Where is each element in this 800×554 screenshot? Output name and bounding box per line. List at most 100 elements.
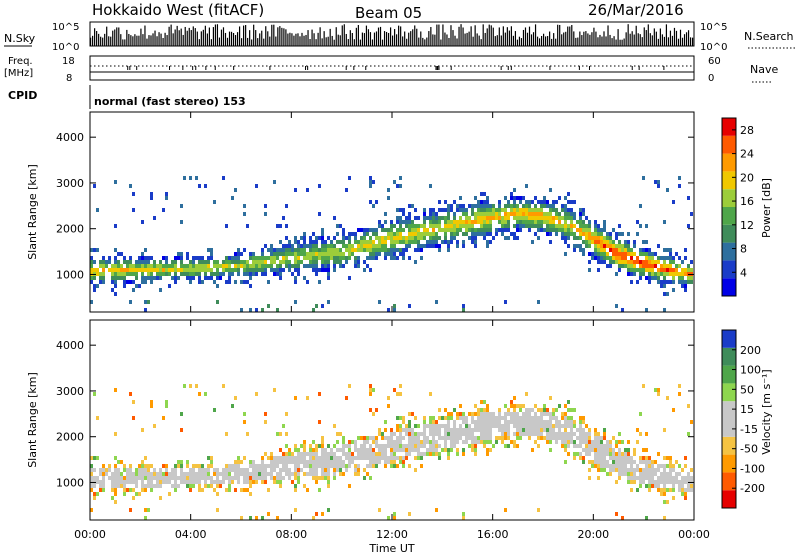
nsky-bar [247, 37, 249, 46]
velocity-cell [165, 400, 168, 404]
power-cell [321, 240, 324, 244]
nsky-bar [255, 30, 257, 46]
velocity-cell [468, 412, 471, 416]
power-cell [498, 220, 501, 224]
power-cell [642, 252, 645, 256]
velocity-cell [666, 456, 669, 460]
power-cell [342, 236, 345, 240]
power-cell [174, 264, 177, 268]
velocity-cell [150, 464, 153, 468]
nsky-bar [577, 37, 579, 46]
power-cell [660, 264, 663, 268]
velocity-cell [681, 492, 684, 496]
power-cell [651, 256, 654, 260]
power-cell [150, 280, 153, 284]
power-cell [627, 232, 630, 236]
velocity-cell [564, 404, 567, 408]
nsky-bar [261, 30, 263, 46]
power-cell [129, 184, 132, 188]
velocity-cell [285, 464, 288, 468]
velocity-cell [228, 468, 231, 472]
velocity-cell [513, 440, 516, 444]
velocity-cell [657, 388, 660, 392]
power-cell [327, 276, 330, 280]
velocity-cell [441, 436, 444, 440]
nsky-bar [303, 35, 305, 46]
nsky-bar [100, 36, 102, 46]
velocity-cell [459, 432, 462, 436]
power-cell [117, 264, 120, 268]
power-cell [399, 228, 402, 232]
power-cell [669, 268, 672, 272]
nsky-bar [653, 28, 655, 46]
power-cell [534, 212, 537, 216]
velocity-cell [627, 452, 630, 456]
velocity-cell [558, 424, 561, 428]
power-cell [423, 220, 426, 224]
velocity-cell [453, 436, 456, 440]
velocity-cell [321, 512, 324, 516]
velocity-cell [456, 452, 459, 456]
velocity-cell [531, 424, 534, 428]
power-cell [102, 260, 105, 264]
power-cell [405, 240, 408, 244]
power-cell [579, 244, 582, 248]
velocity-cell [522, 428, 525, 432]
velocity-cell [678, 480, 681, 484]
velocity-cell [369, 408, 372, 412]
power-cell [669, 264, 672, 268]
velocity-cell [519, 432, 522, 436]
power-cell [189, 280, 192, 284]
power-cell [558, 212, 561, 216]
velocity-cell [279, 460, 282, 464]
power-cell [420, 244, 423, 248]
power-cell [543, 220, 546, 224]
velocity-cell [345, 468, 348, 472]
velocity-cell [546, 436, 549, 440]
power-cell [675, 268, 678, 272]
power-cell [603, 252, 606, 256]
velocity-ylabel: Slant Range [km] [26, 372, 39, 468]
power-cell [552, 208, 555, 212]
velocity-cell [324, 472, 327, 476]
power-cell [642, 268, 645, 272]
power-cell [303, 276, 306, 280]
power-cell [663, 268, 666, 272]
power-cell [528, 212, 531, 216]
velocity-cell [546, 428, 549, 432]
nsky-bar [363, 33, 366, 46]
velocity-cell [414, 456, 417, 460]
power-cell [369, 200, 372, 204]
nsky-bar [329, 28, 331, 46]
nsky-bar [591, 32, 593, 46]
velocity-cell [102, 476, 105, 480]
power-cell [459, 224, 462, 228]
nsky-bar [691, 37, 694, 46]
velocity-cell [666, 476, 669, 480]
power-cell [444, 224, 447, 228]
velocity-cell [291, 480, 294, 484]
nsky-bar [508, 30, 510, 46]
velocity-cell [234, 476, 237, 480]
velocity-cell [114, 476, 117, 480]
power-cell [363, 268, 366, 272]
velocity-cell [240, 488, 243, 492]
power-cell [138, 268, 141, 272]
velocity-cell [618, 432, 621, 436]
velocity-cell [114, 492, 117, 496]
power-cell [513, 212, 516, 216]
velocity-cell [504, 444, 507, 448]
power-cell [135, 268, 138, 272]
nsky-bar [230, 31, 233, 46]
power-cell [381, 224, 384, 228]
velocity-cell [363, 444, 366, 448]
power-cell [285, 244, 288, 248]
nsky-bar [335, 27, 337, 46]
power-cell [462, 212, 465, 216]
power-cell [456, 232, 459, 236]
velocity-cell [573, 456, 576, 460]
velocity-cell [273, 456, 276, 460]
power-cell [525, 220, 528, 224]
power-cell [627, 240, 630, 244]
velocity-cell [492, 444, 495, 448]
